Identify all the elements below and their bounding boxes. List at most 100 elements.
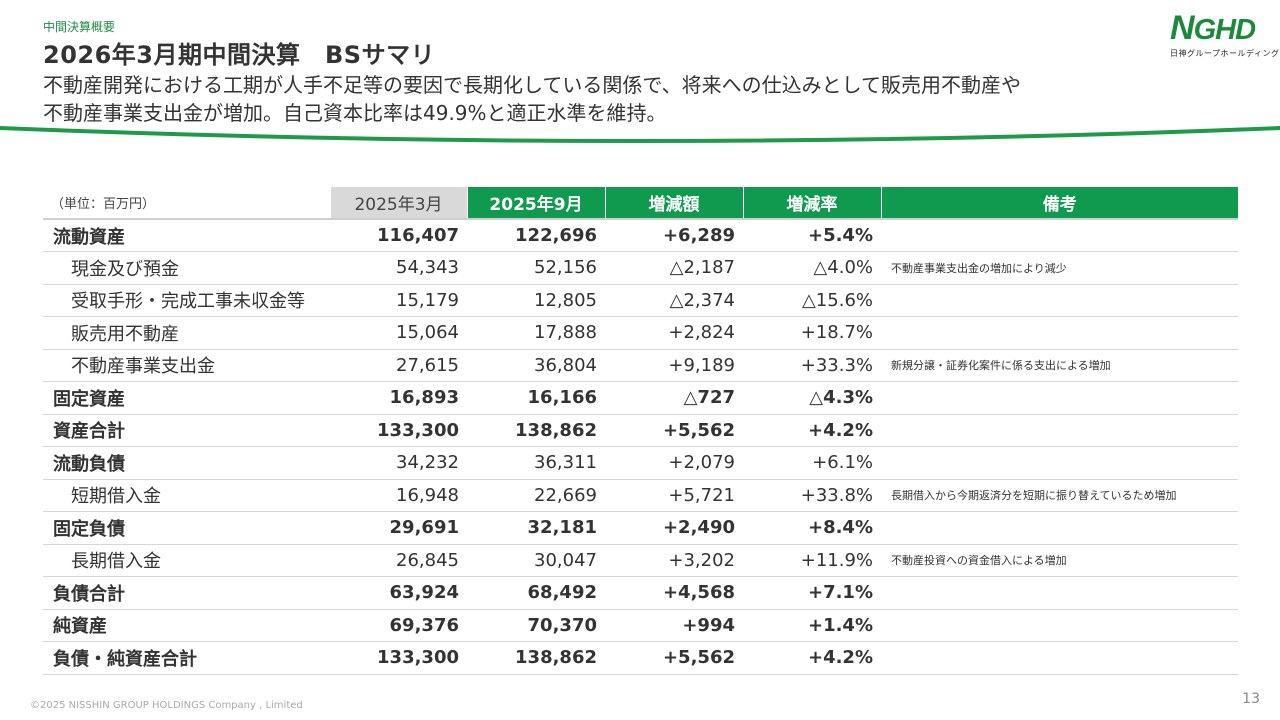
table-row: 長期借入金 26,845 30,047 +3,202 +11.9% 不動産投資へ…: [43, 544, 1238, 577]
note-text: [881, 446, 1238, 480]
diff-value: +2,079: [605, 446, 743, 480]
prev-value: 34,232: [330, 446, 467, 480]
table-row: 負債・純資産合計 133,300 138,862 +5,562 +4.2%: [43, 641, 1238, 675]
page-title: 2026年3月期中間決算 BSサマリ: [43, 41, 436, 69]
row-label: 純資産: [43, 609, 330, 642]
diff-value: △2,187: [605, 251, 743, 285]
note-text: [881, 609, 1238, 642]
rate-value: +7.1%: [743, 576, 881, 610]
note-text: [881, 218, 1238, 252]
row-label: 流動資産: [43, 218, 330, 252]
curr-value: 36,804: [467, 349, 605, 382]
section-label: 中間決算概要: [43, 20, 116, 34]
row-label: 流動負債: [43, 446, 330, 480]
prev-value: 133,300: [330, 414, 467, 447]
rate-value: +33.3%: [743, 349, 881, 382]
table-body: 流動資産 116,407 122,696 +6,289 +5.4% 現金及び預金…: [43, 218, 1238, 675]
prev-value: 16,948: [330, 479, 467, 512]
diff-value: +3,202: [605, 544, 743, 577]
note-text: [881, 511, 1238, 545]
curr-value: 36,311: [467, 446, 605, 480]
curr-value: 68,492: [467, 576, 605, 610]
diff-value: +5,562: [605, 641, 743, 675]
diff-value: +5,562: [605, 414, 743, 447]
row-label: 固定負債: [43, 511, 330, 545]
curr-value: 32,181: [467, 511, 605, 545]
table-header-row: （単位：百万円） 2025年3月 2025年9月 増減額 増減率 備考: [43, 187, 1238, 219]
prev-value: 29,691: [330, 511, 467, 545]
header-rate: 増減率: [742, 187, 881, 219]
diff-value: +4,568: [605, 576, 743, 610]
note-text: 不動産事業支出金の増加により減少: [881, 251, 1238, 285]
balance-sheet-table: （単位：百万円） 2025年3月 2025年9月 増減額 増減率 備考 流動資産…: [43, 187, 1238, 675]
diff-value: △727: [605, 381, 743, 415]
diff-value: △2,374: [605, 284, 743, 317]
table-row: 純資産 69,376 70,370 +994 +1.4%: [43, 609, 1238, 642]
diff-value: +2,490: [605, 511, 743, 545]
prev-value: 69,376: [330, 609, 467, 642]
table-row: 資産合計 133,300 138,862 +5,562 +4.2%: [43, 414, 1238, 447]
page-number: 13: [1242, 691, 1260, 707]
note-text: [881, 316, 1238, 350]
rate-value: +8.4%: [743, 511, 881, 545]
diff-value: +994: [605, 609, 743, 642]
table-row: 販売用不動産 15,064 17,888 +2,824 +18.7%: [43, 316, 1238, 350]
table-row: 流動負債 34,232 36,311 +2,079 +6.1%: [43, 446, 1238, 480]
prev-value: 27,615: [330, 349, 467, 382]
diff-value: +5,721: [605, 479, 743, 512]
note-text: 不動産投資への資金借入による増加: [881, 544, 1238, 577]
curr-value: 138,862: [467, 641, 605, 675]
prev-value: 54,343: [330, 251, 467, 285]
prev-value: 15,064: [330, 316, 467, 350]
curr-value: 16,166: [467, 381, 605, 415]
row-label: 資産合計: [43, 414, 330, 447]
prev-value: 15,179: [330, 284, 467, 317]
note-text: 長期借入から今期返済分を短期に振り替えているため増加: [881, 479, 1238, 512]
row-label: 短期借入金: [43, 479, 330, 512]
note-text: [881, 641, 1238, 675]
curr-value: 52,156: [467, 251, 605, 285]
logo-ghd: GHD: [1193, 14, 1256, 46]
subtitle-line-2: 不動産事業支出金が増加。自己資本比率は49.9%と適正水準を維持。: [43, 101, 667, 125]
table-row: 現金及び預金 54,343 52,156 △2,187 △4.0% 不動産事業支…: [43, 251, 1238, 285]
swoosh-shape: [0, 126, 1280, 143]
row-label: 長期借入金: [43, 544, 330, 577]
row-label: 販売用不動産: [43, 316, 330, 350]
prev-value: 16,893: [330, 381, 467, 415]
logo-n: N: [1170, 9, 1195, 47]
table-row: 固定負債 29,691 32,181 +2,490 +8.4%: [43, 511, 1238, 545]
note-text: [881, 381, 1238, 415]
rate-value: +6.1%: [743, 446, 881, 480]
curr-value: 138,862: [467, 414, 605, 447]
company-logo: NGHD 日神グループホールディングス: [1170, 9, 1280, 64]
diff-value: +6,289: [605, 218, 743, 252]
curr-value: 30,047: [467, 544, 605, 577]
unit-label: （単位：百万円）: [43, 187, 330, 219]
subtitle-line-1: 不動産開発における工期が人手不足等の要因で長期化している関係で、将来への仕込みと…: [43, 73, 1021, 97]
table-row: 固定資産 16,893 16,166 △727 △4.3%: [43, 381, 1238, 415]
rate-value: +5.4%: [743, 218, 881, 252]
curr-value: 70,370: [467, 609, 605, 642]
logo-subtext: 日神グループホールディングス: [1170, 49, 1280, 58]
header-note: 備考: [880, 187, 1238, 219]
row-label: 固定資産: [43, 381, 330, 415]
note-text: [881, 576, 1238, 610]
header-swoosh-divider: [0, 126, 1280, 143]
note-text: 新規分譲・証券化案件に係る支出による増加: [881, 349, 1238, 382]
rate-value: +33.8%: [743, 479, 881, 512]
note-text: [881, 414, 1238, 447]
header-diff: 増減額: [604, 187, 743, 219]
table-row: 負債合計 63,924 68,492 +4,568 +7.1%: [43, 576, 1238, 610]
row-label: 不動産事業支出金: [43, 349, 330, 382]
curr-value: 22,669: [467, 479, 605, 512]
curr-value: 122,696: [467, 218, 605, 252]
row-label: 負債合計: [43, 576, 330, 610]
curr-value: 12,805: [467, 284, 605, 317]
copyright-footer: ©2025 NISSHIN GROUP HOLDINGS Company , L…: [30, 700, 303, 711]
rate-value: +4.2%: [743, 414, 881, 447]
curr-value: 17,888: [467, 316, 605, 350]
rate-value: △4.3%: [743, 381, 881, 415]
rate-value: +11.9%: [743, 544, 881, 577]
rate-value: +1.4%: [743, 609, 881, 642]
subtitle: 不動産開発における工期が人手不足等の要因で長期化している関係で、将来への仕込みと…: [43, 71, 1021, 127]
